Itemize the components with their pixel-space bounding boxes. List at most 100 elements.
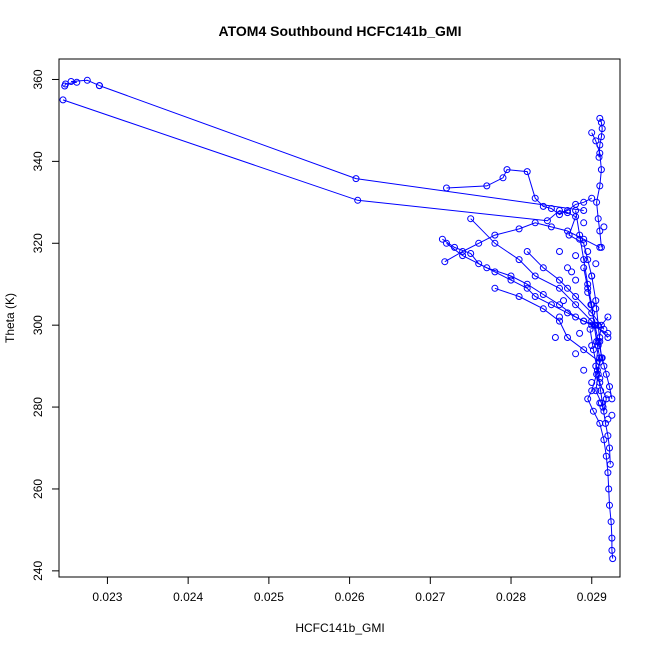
data-point	[556, 211, 563, 219]
data-point	[441, 258, 449, 266]
data-point	[507, 276, 515, 284]
data-point	[597, 133, 605, 141]
data-point	[438, 235, 446, 243]
data-point	[592, 387, 600, 395]
data-point	[556, 313, 563, 321]
data-point	[564, 207, 571, 214]
data-point	[531, 219, 539, 227]
data-point	[491, 239, 499, 247]
y-tick-label: 320	[31, 233, 45, 253]
x-tick-label: 0.029	[577, 590, 607, 604]
data-point	[580, 219, 588, 227]
y-tick-label: 360	[31, 69, 45, 89]
x-tick-label: 0.023	[92, 590, 122, 604]
data-point	[564, 227, 571, 235]
data-point	[523, 284, 531, 292]
data-point	[556, 301, 563, 309]
series-line	[583, 267, 613, 399]
data-point	[556, 248, 563, 255]
data-point	[604, 432, 612, 440]
data-point	[543, 217, 551, 225]
data-point	[547, 205, 555, 212]
data-point	[475, 239, 483, 247]
data-point	[600, 223, 608, 231]
series-line	[494, 287, 601, 363]
data-point	[596, 114, 604, 122]
data-point	[547, 301, 555, 309]
data-point	[608, 411, 616, 419]
data-point	[588, 129, 596, 137]
data-point	[608, 546, 616, 554]
data-point	[606, 501, 613, 509]
data-point	[539, 305, 547, 313]
data-point	[591, 321, 599, 329]
data-point	[604, 313, 612, 321]
data-point	[443, 184, 450, 192]
data-point	[564, 209, 571, 217]
data-point	[594, 338, 602, 345]
data-point	[602, 452, 610, 460]
series-line	[62, 99, 614, 559]
x-tick-label: 0.027	[415, 590, 445, 604]
data-point	[491, 231, 499, 239]
data-point	[539, 264, 547, 272]
data-point	[600, 362, 608, 370]
data-point	[593, 366, 601, 374]
data-point	[467, 250, 475, 257]
y-tick-label: 340	[31, 151, 45, 171]
data-point	[608, 395, 616, 403]
data-point	[593, 198, 601, 206]
plot-area	[59, 76, 617, 563]
data-point	[584, 395, 592, 403]
data-point	[600, 436, 608, 444]
data-point	[556, 284, 563, 292]
data-point	[588, 387, 596, 395]
data-point	[588, 379, 596, 386]
data-point	[580, 366, 588, 374]
x-axis-label: HCFC141b_GMI	[295, 621, 384, 635]
data-point	[580, 264, 588, 272]
data-point	[598, 125, 606, 133]
data-point	[597, 243, 605, 251]
plot-frame	[58, 58, 621, 578]
x-tick-label: 0.026	[335, 590, 365, 604]
data-point	[564, 284, 571, 292]
data-point	[598, 354, 606, 362]
y-axis: 240 260 280 300 320 340 360	[31, 69, 59, 581]
series-line	[64, 79, 100, 87]
data-point	[507, 272, 515, 280]
data-point	[596, 399, 604, 407]
data-point	[491, 284, 499, 292]
data-point	[95, 82, 103, 90]
data-point	[515, 225, 523, 233]
data-point	[584, 284, 592, 292]
data-point	[604, 469, 612, 477]
y-tick-label: 260	[31, 479, 45, 499]
data-point	[588, 342, 596, 350]
data-point	[560, 297, 567, 305]
data-point	[83, 76, 91, 84]
data-point	[576, 235, 584, 243]
data-point	[503, 166, 511, 174]
data-point	[604, 334, 612, 341]
data-point	[605, 485, 613, 493]
data-point	[443, 239, 450, 247]
data-point	[592, 260, 600, 268]
data-point	[61, 82, 69, 90]
data-point	[609, 555, 617, 563]
data-point	[459, 252, 467, 260]
data-point	[589, 407, 597, 415]
data-point	[597, 166, 605, 174]
data-point	[607, 518, 615, 526]
series-line	[470, 218, 609, 338]
data-point	[604, 391, 612, 399]
data-point	[608, 534, 616, 542]
data-point	[568, 268, 576, 276]
data-point	[539, 291, 547, 298]
series-line	[598, 118, 603, 158]
data-point	[467, 215, 475, 223]
data-point	[483, 182, 491, 190]
x-tick-label: 0.025	[254, 590, 284, 604]
data-point	[584, 256, 592, 264]
